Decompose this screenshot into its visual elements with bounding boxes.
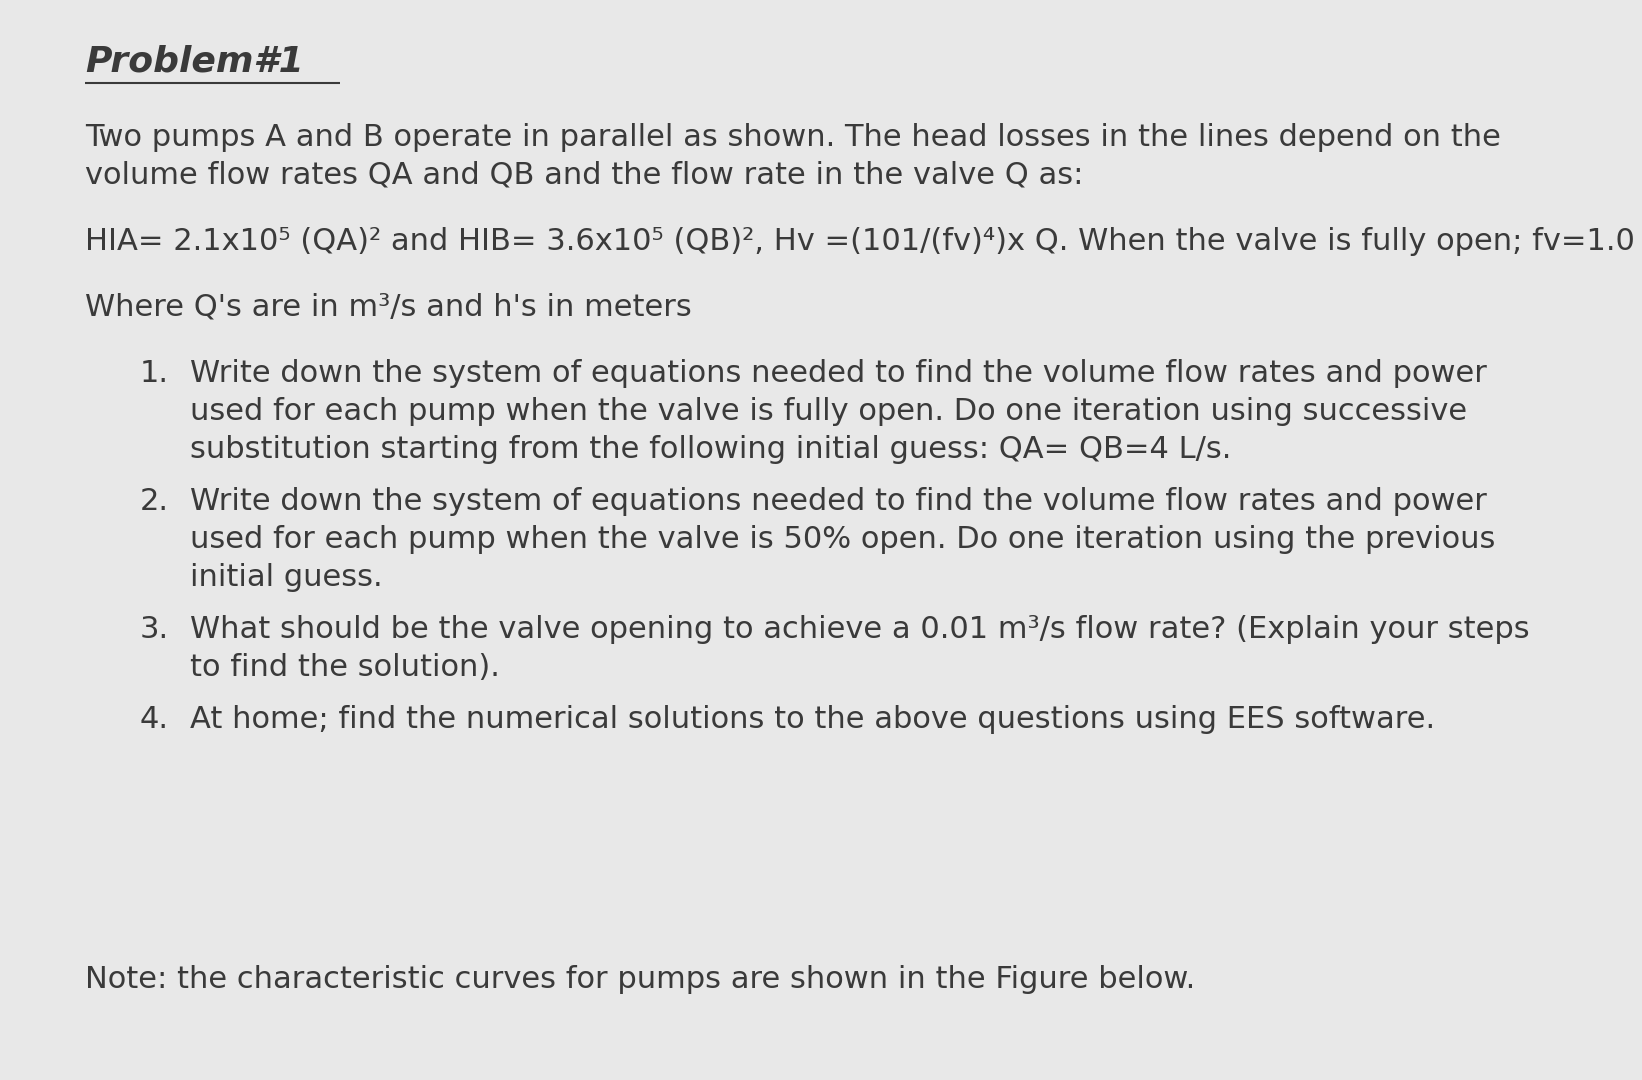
Text: 3.: 3. bbox=[140, 615, 169, 644]
Text: volume flow rates QA and QB and the flow rate in the valve Q as:: volume flow rates QA and QB and the flow… bbox=[85, 161, 1084, 190]
Text: 2.: 2. bbox=[140, 487, 169, 516]
Text: Write down the system of equations needed to find the volume flow rates and powe: Write down the system of equations neede… bbox=[190, 487, 1488, 516]
Text: Two pumps A and B operate in parallel as shown. The head losses in the lines dep: Two pumps A and B operate in parallel as… bbox=[85, 123, 1501, 152]
Text: to find the solution).: to find the solution). bbox=[190, 653, 499, 681]
Text: 4.: 4. bbox=[140, 705, 169, 734]
Text: Note: the characteristic curves for pumps are shown in the Figure below.: Note: the characteristic curves for pump… bbox=[85, 966, 1195, 994]
Text: 1.: 1. bbox=[140, 359, 169, 388]
Text: At home; find the numerical solutions to the above questions using EES software.: At home; find the numerical solutions to… bbox=[190, 705, 1435, 734]
Text: used for each pump when the valve is 50% open. Do one iteration using the previo: used for each pump when the valve is 50%… bbox=[190, 525, 1496, 554]
Text: Write down the system of equations needed to find the volume flow rates and powe: Write down the system of equations neede… bbox=[190, 359, 1488, 388]
Text: Problem#1: Problem#1 bbox=[85, 45, 304, 79]
Text: used for each pump when the valve is fully open. Do one iteration using successi: used for each pump when the valve is ful… bbox=[190, 397, 1466, 426]
Text: substitution starting from the following initial guess: QA= QB=4 L/s.: substitution starting from the following… bbox=[190, 435, 1232, 464]
Text: What should be the valve opening to achieve a 0.01 m³/s flow rate? (Explain your: What should be the valve opening to achi… bbox=[190, 615, 1530, 644]
Text: initial guess.: initial guess. bbox=[190, 563, 383, 592]
Text: HIA= 2.1x10⁵ (QA)² and HIB= 3.6x10⁵ (QB)², Hv =(101/(fv)⁴)x Q. When the valve is: HIA= 2.1x10⁵ (QA)² and HIB= 3.6x10⁵ (QB)… bbox=[85, 227, 1635, 256]
Text: Where Q's are in m³/s and h's in meters: Where Q's are in m³/s and h's in meters bbox=[85, 293, 691, 322]
